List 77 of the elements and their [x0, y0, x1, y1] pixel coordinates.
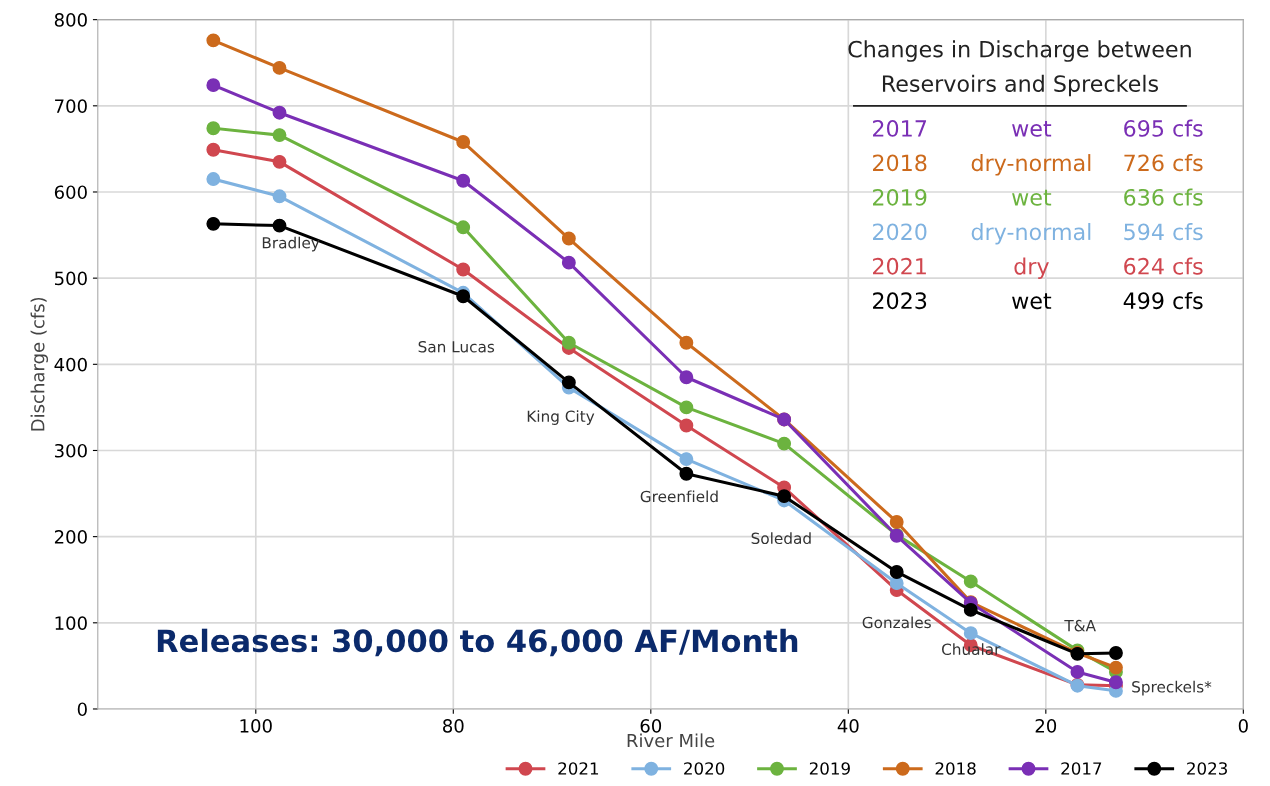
point — [889, 515, 904, 529]
y-tick-label: 300 — [54, 443, 87, 458]
point — [679, 452, 694, 467]
text: 2023 wet 499 cfs — [873, 291, 1203, 310]
annotation: Soledad — [751, 532, 811, 545]
annotation: Releases: 30,000 to 46,000 AF/Month — [157, 628, 798, 657]
point — [679, 418, 694, 433]
text: 2019 wet 636 cfs — [873, 188, 1203, 206]
x-tick-label: 0 — [1238, 719, 1248, 733]
x-tick-label: 100 — [240, 719, 272, 733]
annotation: Gonzales — [862, 616, 931, 629]
text: 2021 dry 624 cfs — [873, 257, 1203, 279]
legend-label: 2020 — [684, 762, 725, 775]
annotation: T&A — [1064, 619, 1096, 632]
point — [206, 216, 221, 231]
text: 2020 dry-normal 594 cfs — [873, 223, 1203, 245]
point — [679, 400, 694, 415]
annotation: Greenfield — [640, 490, 718, 503]
point — [561, 255, 576, 270]
y-tick-label: 400 — [54, 357, 87, 372]
point — [456, 220, 471, 235]
text: 2017 wet 695 cfs — [873, 119, 1203, 137]
legend-label: 2021 — [558, 762, 599, 775]
annotation: San Lucas — [418, 340, 495, 353]
point — [561, 335, 576, 350]
point — [889, 565, 904, 579]
point — [963, 602, 978, 617]
point — [1070, 664, 1085, 679]
legend-label: 2023 — [1187, 762, 1227, 775]
point — [679, 370, 694, 385]
point — [963, 626, 978, 641]
y-tick-label: 100 — [55, 616, 87, 630]
point — [272, 154, 287, 169]
x-axis-title: River Mile — [627, 733, 715, 748]
x-tick-label: 40 — [837, 719, 859, 733]
y-tick-label: 700 — [55, 99, 87, 113]
annotation: Changes in Discharge between — [848, 40, 1191, 62]
point — [272, 189, 287, 204]
point — [206, 142, 221, 157]
point — [206, 121, 221, 136]
point — [456, 262, 471, 277]
text: 2018 dry-normal 726 cfs — [873, 154, 1203, 176]
point — [456, 135, 471, 149]
y-tick-label: 600 — [54, 185, 87, 200]
annotation: Reservoirs and Spreckels — [882, 74, 1159, 97]
y-tick-label: 800 — [54, 13, 87, 27]
legend-label: 2017 — [1061, 762, 1102, 775]
point — [777, 436, 792, 451]
point — [272, 218, 287, 233]
point — [777, 489, 792, 504]
annotation: Bradley — [262, 236, 320, 252]
annotation: Spreckels* — [1132, 680, 1212, 696]
y-axis-title: Discharge (cfs) — [30, 297, 49, 431]
point — [272, 105, 287, 120]
legend-label: 2019 — [809, 762, 850, 775]
x-tick-label: 20 — [1035, 719, 1057, 733]
y-tick-label: 200 — [54, 530, 87, 544]
point — [561, 375, 576, 390]
point — [456, 289, 471, 304]
legend-label: 2018 — [935, 762, 976, 775]
point — [272, 128, 287, 143]
point — [679, 335, 694, 350]
point — [206, 33, 221, 48]
x-tick-label: 80 — [443, 719, 464, 733]
x-tick-label: 60 — [640, 719, 662, 733]
y-tick-label: 0 — [77, 702, 87, 717]
point — [1108, 646, 1123, 660]
point — [679, 466, 694, 481]
y-tick-label: 500 — [55, 271, 87, 286]
point — [456, 173, 471, 188]
annotation: King City — [527, 410, 595, 425]
point — [963, 574, 978, 589]
point — [1108, 660, 1123, 675]
point — [561, 231, 576, 246]
point — [206, 78, 221, 93]
point — [206, 172, 221, 187]
point — [272, 60, 287, 75]
